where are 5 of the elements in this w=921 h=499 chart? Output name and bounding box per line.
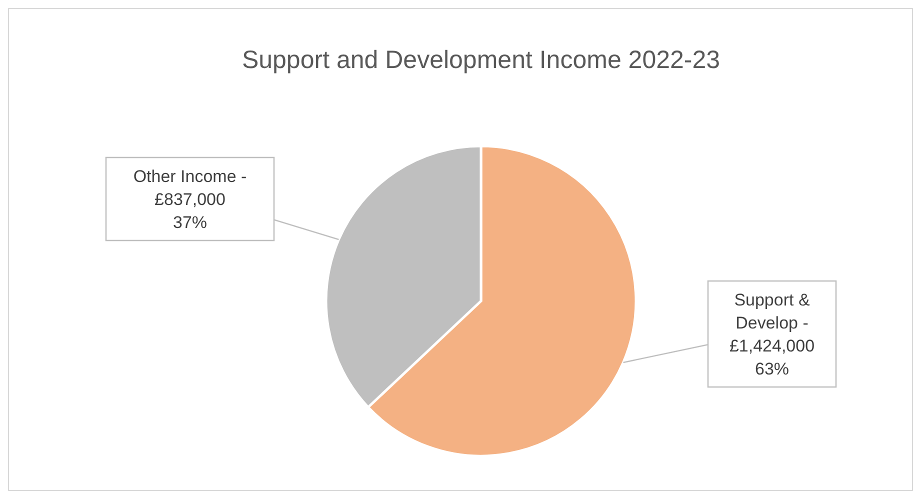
slice-label: Other Income -: [133, 166, 247, 186]
data-label: £837,000 37%: [154, 190, 226, 232]
slice-label: Support & Develop -: [734, 290, 810, 332]
chart-title: Support and Development Income 2022-23: [242, 46, 720, 74]
data-label: £1,424,000 63%: [729, 336, 815, 378]
